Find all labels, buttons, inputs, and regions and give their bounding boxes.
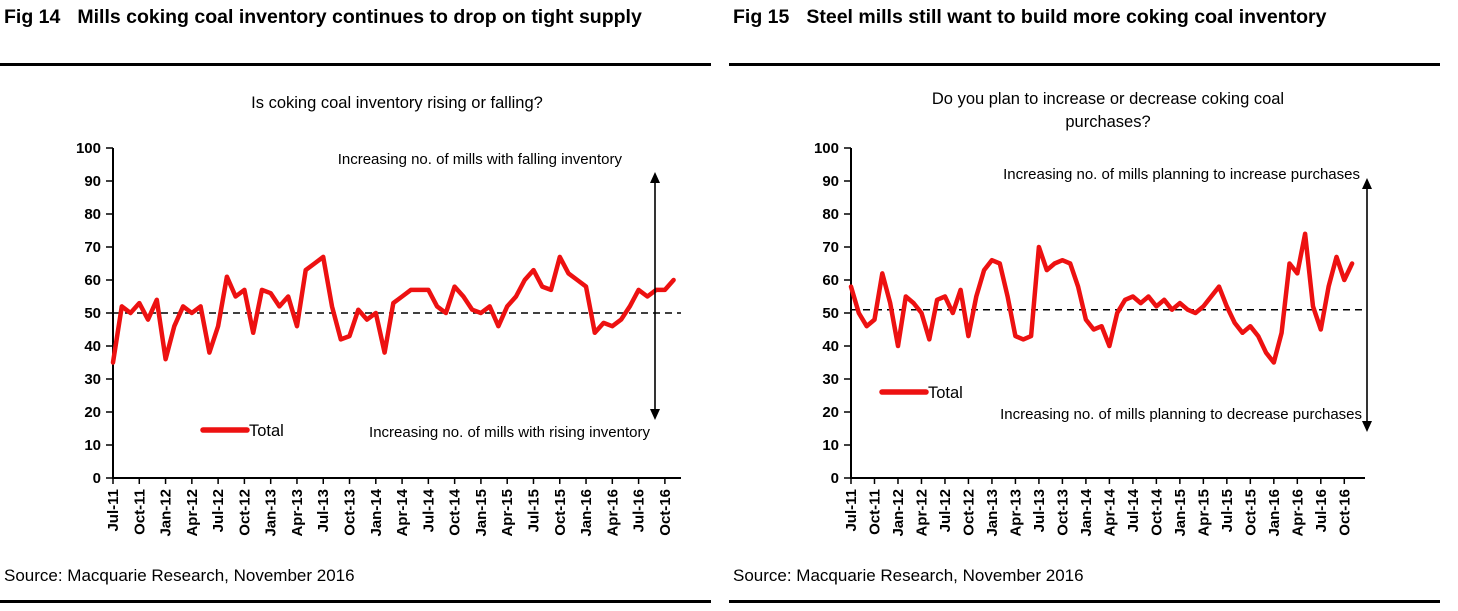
source-note: Source: Macquarie Research, November 201… (4, 566, 355, 585)
x-tick-label: Jul-11 (843, 489, 860, 532)
up-arrowhead-icon (1362, 178, 1372, 189)
chart-title: Do you plan to increase or decrease coki… (932, 90, 1284, 108)
header-divider (0, 63, 711, 66)
x-tick-label: Apr-14 (394, 488, 411, 536)
x-tick-label: Jan-16 (1266, 489, 1283, 537)
figure-title: Steel mills still want to build more cok… (806, 6, 1327, 28)
legend-label: Total (928, 384, 963, 402)
x-tick-label: Jan-14 (1078, 488, 1095, 536)
x-tick-label: Oct-12 (960, 489, 977, 536)
source-note: Source: Macquarie Research, November 201… (733, 566, 1084, 585)
figure-panel-fig15: Fig 15 Steel mills still want to build mo… (729, 0, 1458, 611)
y-tick-label: 70 (822, 239, 839, 256)
x-tick-label: Apr-13 (1007, 489, 1024, 537)
x-tick-label: Jan-14 (368, 488, 385, 536)
down-arrowhead-icon (650, 409, 660, 420)
x-tick-label: Jan-15 (473, 489, 490, 537)
x-tick-label: Oct-14 (1148, 488, 1165, 535)
x-tick-label: Jul-16 (631, 489, 648, 532)
x-tick-label: Apr-12 (184, 489, 201, 537)
y-tick-label: 100 (76, 140, 101, 157)
x-tick-label: Jul-16 (1313, 489, 1330, 532)
x-tick-label: Oct-12 (236, 489, 253, 536)
x-tick-label: Oct-14 (447, 488, 464, 535)
x-tick-label: Apr-16 (604, 489, 621, 537)
x-tick-label: Jul-12 (937, 489, 954, 532)
legend-label: Total (249, 422, 284, 440)
x-tick-label: Jul-13 (1031, 489, 1048, 532)
x-tick-label: Jul-14 (1125, 488, 1142, 532)
annotation-top: Increasing no. of mills planning to incr… (1003, 166, 1360, 183)
x-tick-label: Jul-13 (315, 489, 332, 532)
chart-title: Is coking coal inventory rising or falli… (251, 94, 543, 112)
x-tick-label: Apr-16 (1289, 489, 1306, 537)
y-tick-label: 0 (93, 470, 101, 487)
x-tick-label: Jan-12 (158, 489, 175, 537)
x-tick-label: Apr-12 (913, 489, 930, 537)
y-tick-label: 70 (84, 239, 101, 256)
x-tick-label: Oct-16 (1336, 489, 1353, 536)
x-tick-label: Jul-15 (1219, 489, 1236, 532)
x-tick-label: Oct-15 (552, 489, 569, 536)
x-tick-label: Oct-13 (1054, 489, 1071, 536)
x-tick-label: Jul-12 (210, 489, 227, 532)
y-tick-label: 60 (822, 272, 839, 289)
x-tick-label: Jan-16 (578, 489, 595, 537)
y-tick-label: 50 (822, 305, 839, 322)
y-tick-label: 30 (84, 371, 101, 388)
x-tick-label: Oct-11 (131, 489, 148, 535)
x-tick-label: Apr-15 (499, 489, 516, 537)
x-tick-label: Oct-13 (342, 489, 359, 536)
down-arrowhead-icon (1362, 421, 1372, 432)
y-tick-label: 10 (822, 437, 839, 454)
annotation-top: Increasing no. of mills with falling inv… (338, 151, 623, 168)
y-tick-label: 50 (84, 305, 101, 322)
y-tick-label: 90 (84, 173, 101, 190)
total-series-line (110, 254, 676, 365)
figure-title: Mills coking coal inventory continues to… (77, 6, 642, 28)
figure-number: Fig 15 (733, 6, 790, 28)
chart-title: purchases? (1065, 113, 1150, 131)
x-tick-label: Oct-16 (657, 489, 674, 536)
figure-header: Fig 15 Steel mills still want to build mo… (733, 5, 1430, 31)
y-tick-label: 80 (84, 206, 101, 223)
x-tick-label: Apr-15 (1195, 489, 1212, 537)
y-tick-label: 20 (84, 404, 101, 421)
x-tick-label: Jan-13 (984, 489, 1001, 537)
fig15-line-chart: Do you plan to increase or decrease coki… (814, 90, 1372, 537)
x-tick-label: Jan-13 (263, 489, 280, 537)
bottom-divider (729, 600, 1440, 603)
x-tick-label: Apr-14 (1101, 488, 1118, 536)
y-tick-label: 80 (822, 206, 839, 223)
figure-panel-fig14: Fig 14 Mills coking coal inventory contin… (0, 5, 711, 603)
figure-header: Fig 14 Mills coking coal inventory contin… (4, 5, 701, 31)
y-tick-label: 40 (84, 338, 101, 355)
x-tick-label: Jul-15 (525, 489, 542, 532)
header-divider (729, 63, 1440, 66)
x-tick-label: Jul-11 (105, 489, 122, 532)
fig14-line-chart: Is coking coal inventory rising or falli… (76, 94, 681, 537)
annotation-bottom: Increasing no. of mills planning to decr… (1000, 406, 1362, 423)
y-tick-label: 100 (814, 140, 839, 157)
y-tick-label: 40 (822, 338, 839, 355)
x-tick-label: Oct-15 (1242, 489, 1259, 536)
figure-number: Fig 14 (4, 6, 61, 28)
x-tick-label: Jul-14 (420, 488, 437, 532)
x-tick-label: Jan-15 (1172, 489, 1189, 537)
y-tick-label: 0 (831, 470, 839, 487)
up-arrowhead-icon (650, 172, 660, 183)
y-tick-label: 10 (84, 437, 101, 454)
bottom-divider (0, 600, 711, 603)
x-tick-label: Jan-12 (890, 489, 907, 537)
y-tick-label: 60 (84, 272, 101, 289)
total-series-line (848, 231, 1355, 365)
y-tick-label: 30 (822, 371, 839, 388)
x-tick-label: Oct-11 (866, 489, 883, 535)
annotation-bottom: Increasing no. of mills with rising inve… (369, 424, 650, 441)
x-tick-label: Apr-13 (289, 489, 306, 537)
y-tick-label: 20 (822, 404, 839, 421)
y-tick-label: 90 (822, 173, 839, 190)
